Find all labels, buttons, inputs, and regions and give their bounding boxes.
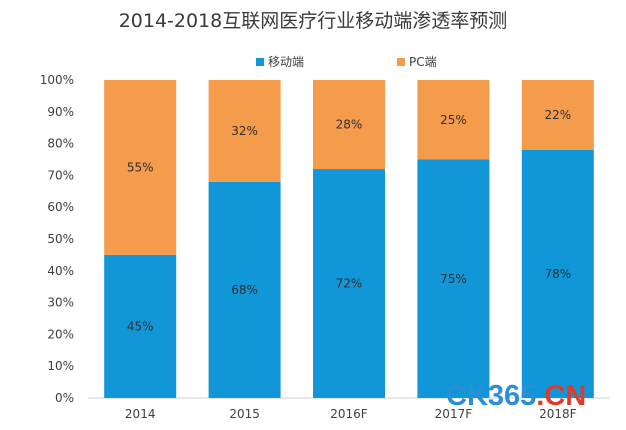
y-tick-label: 20%	[47, 327, 74, 341]
y-tick-label: 100%	[40, 73, 74, 87]
data-label: 45%	[127, 319, 154, 333]
y-tick-label: 90%	[47, 105, 74, 119]
x-tick-label: 2014	[125, 407, 156, 421]
y-tick-label: 60%	[47, 200, 74, 214]
bar-pc	[313, 80, 385, 170]
bar-mobile	[417, 159, 490, 398]
data-label: 55%	[127, 160, 154, 174]
y-tick-label: 50%	[47, 232, 74, 246]
data-labels: 45% 55% 68% 32% 72% 28% 75% 25% 78% 22%	[127, 108, 571, 333]
legend-swatch	[397, 58, 405, 66]
bar-mobile	[521, 149, 594, 398]
legend: 移动端 PC端	[256, 55, 437, 69]
data-label: 75%	[440, 272, 467, 286]
bar-pc	[104, 80, 177, 255]
data-label: 78%	[544, 267, 571, 281]
y-tick-label: 10%	[47, 359, 74, 373]
y-tick-label: 80%	[47, 137, 74, 151]
y-axis: 0% 10% 20% 30% 40% 50% 60% 70% 80% 90% 100%	[40, 73, 74, 405]
bar-pc	[521, 80, 594, 150]
x-tick-label: 2015	[229, 407, 260, 421]
bar-mobile	[313, 169, 385, 398]
bar-pc	[208, 80, 281, 182]
data-label: 32%	[231, 124, 258, 138]
x-tick-label: 2018F	[539, 407, 577, 421]
data-label: 22%	[544, 108, 571, 122]
data-label: 25%	[440, 113, 467, 127]
y-tick-label: 40%	[47, 264, 74, 278]
watermark-logo: CK365.CN	[446, 380, 587, 412]
x-tick-label: 2017F	[435, 407, 473, 421]
chart-title: 2014-2018互联网医疗行业移动端渗透率预测	[118, 10, 508, 32]
bar-mobile	[104, 254, 177, 398]
bars	[104, 80, 594, 398]
y-tick-label: 0%	[55, 391, 74, 405]
bar-pc	[417, 80, 490, 160]
legend-label: PC端	[409, 55, 437, 69]
data-label: 28%	[336, 118, 363, 132]
data-label: 72%	[336, 277, 363, 291]
y-tick-label: 70%	[47, 168, 74, 182]
legend-label: 移动端	[268, 55, 304, 69]
x-tick-label: 2016F	[330, 407, 368, 421]
bar-mobile	[208, 181, 281, 398]
data-label: 68%	[231, 283, 258, 297]
y-tick-label: 30%	[47, 296, 74, 310]
legend-swatch	[256, 58, 264, 66]
